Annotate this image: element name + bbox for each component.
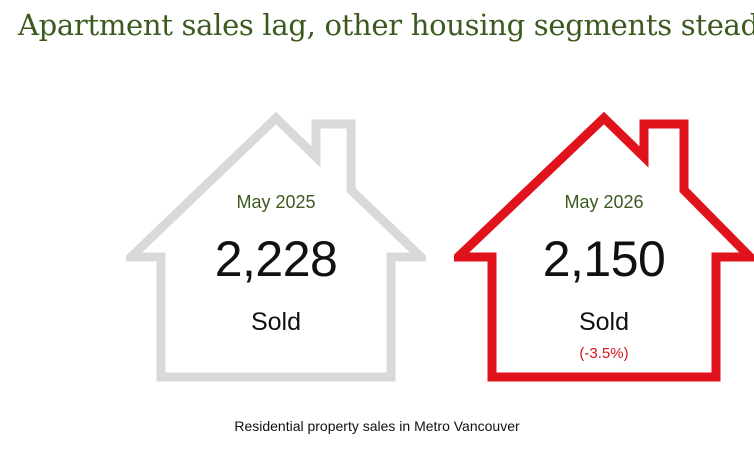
house-card-previous: May 2025 2,228 Sold [126,112,426,382]
house-outline-path [454,112,754,382]
house-outline-gray [126,112,426,382]
sales-unit: Sold [578,308,630,336]
period-label: May 2026 [564,192,644,212]
period-label: May 2025 [236,192,316,212]
sales-value: 2,228 [214,231,338,287]
page-title: Apartment sales lag, other housing segme… [18,8,754,42]
house-outline-red [454,112,754,382]
sales-value: 2,150 [542,231,666,287]
change-percent: (-3.5%) [579,345,629,362]
sales-unit: Sold [250,308,302,336]
house-card-current: May 2026 2,150 Sold (-3.5%) [454,112,754,382]
chart-caption: Residential property sales in Metro Vanc… [234,418,520,434]
house-outline-path [126,112,426,382]
